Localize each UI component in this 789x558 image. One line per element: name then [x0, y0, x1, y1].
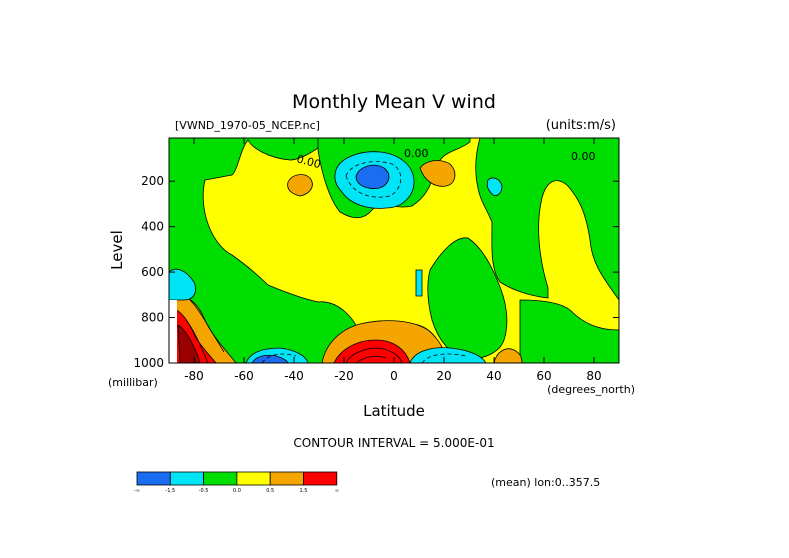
x-tick-label-1: -60 — [234, 369, 254, 383]
file-label: [VWND_1970-05_NCEP.nc] — [175, 119, 320, 132]
y-tick-label-3: 800 — [141, 311, 164, 325]
contour-label-2: 0.00 — [404, 147, 429, 160]
x-tick-label-8: 80 — [586, 369, 601, 383]
x-tick-label-4: 0 — [390, 369, 398, 383]
contour-region-green-right — [475, 138, 619, 301]
colorbar-label-4: 0.5 — [266, 488, 274, 494]
contour-region-red-low — [333, 339, 411, 363]
contour-line-solid-1 — [345, 347, 403, 363]
y-tick-label-1: 400 — [141, 220, 164, 234]
y-tick-label-4: 1000 — [133, 356, 164, 370]
y-axis-label: Level — [108, 230, 126, 270]
units-label: (units:m/s) — [546, 118, 616, 133]
contour-region-blue-low — [251, 354, 289, 363]
colorbar: -∞ -1.5 -0.5 0.0 0.5 1.5 ∞ — [134, 471, 339, 494]
colorbar-swatch-5 — [303, 471, 338, 486]
x-tick-label-0: -80 — [184, 369, 204, 383]
contour-line-solid-3 — [185, 319, 209, 363]
contour-line-dashed-3 — [421, 353, 467, 363]
x-tick-label-6: 40 — [486, 369, 501, 383]
contour-region-blue-upper — [355, 164, 390, 189]
colorbar-label-3: 0.0 — [233, 488, 241, 494]
colorbar-swatch-4 — [269, 471, 304, 486]
contour-region-orange-blob1 — [287, 174, 313, 197]
colorbar-label-2: -0.5 — [199, 488, 209, 494]
colorbar-swatch-0 — [136, 471, 171, 486]
contour-region-cyan-west — [169, 268, 196, 301]
plot-area: 0.00 0.00 0.00 — [169, 138, 619, 363]
y-axis-unit: (millibar) — [108, 376, 158, 389]
x-axis-unit: (degrees_north) — [547, 383, 635, 396]
contour-region-orange-blob2 — [419, 160, 456, 187]
contour-line-dashed-2 — [261, 353, 297, 363]
x-tick-label-7: 60 — [536, 369, 551, 383]
contour-label-3: 0.00 — [571, 150, 596, 163]
contour-region-darkred-sw — [177, 324, 201, 363]
x-axis: -80 -60 -40 -20 0 20 40 60 80 — [184, 138, 602, 383]
contour-region-cyan-strip — [415, 269, 423, 297]
contour-line-solid-4 — [189, 299, 225, 353]
mean-label: (mean) lon:0..357.5 — [491, 476, 600, 489]
y-axis: 200 400 600 800 1000 — [133, 174, 619, 370]
colorbar-swatch-1 — [169, 471, 205, 486]
contour-line-solid-2 — [355, 355, 387, 363]
contour-region-cyan-small — [486, 177, 503, 196]
x-tick-label-2: -40 — [284, 369, 304, 383]
contour-region-orange-east — [493, 348, 523, 363]
colorbar-label-5: 1.5 — [300, 488, 308, 494]
contour-region-green-mid — [427, 237, 508, 361]
contour-label-1: 0.00 — [295, 152, 322, 171]
colorbar-swatch-3 — [236, 471, 271, 486]
y-tick-label-2: 600 — [141, 265, 164, 279]
x-axis-label: Latitude — [363, 402, 425, 420]
contour-interval-label: CONTOUR INTERVAL = 5.000E-01 — [293, 436, 494, 450]
colorbar-label-1: -1.5 — [165, 488, 175, 494]
contour-region-cyan-lowmid — [409, 347, 487, 363]
missing-data-region — [169, 300, 177, 363]
chart-title: Monthly Mean V wind — [292, 91, 496, 113]
colorbar-label-0: -∞ — [134, 488, 140, 494]
contour-line-dashed-1 — [345, 161, 402, 198]
colorbar-swatch-2 — [203, 471, 238, 486]
x-tick-label-5: 20 — [436, 369, 451, 383]
colorbar-label-6: ∞ — [335, 488, 339, 494]
y-tick-label-0: 200 — [141, 174, 164, 188]
x-tick-label-3: -20 — [334, 369, 354, 383]
